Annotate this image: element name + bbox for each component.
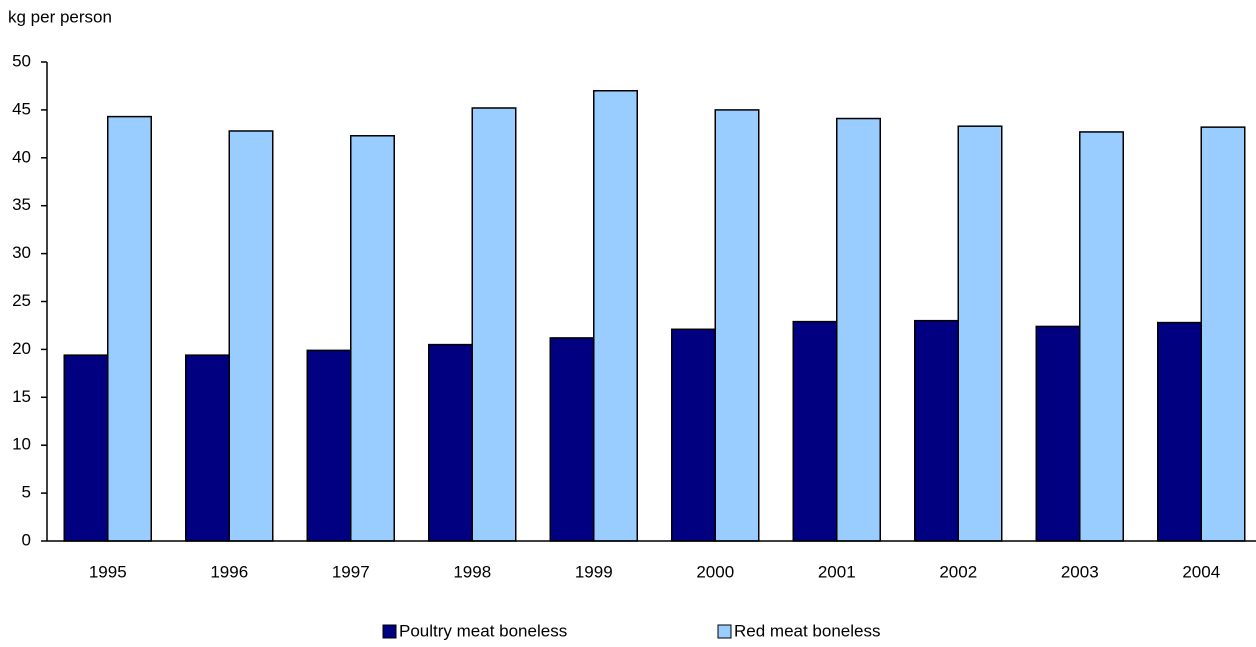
x-tick-label: 2004 [1182,562,1220,581]
y-tick-label: 15 [12,387,31,406]
y-tick-label: 35 [12,195,31,214]
bar [1157,321,1202,542]
bar [1035,325,1081,542]
y-tick-label: 5 [22,483,31,502]
legend-label: Red meat boneless [734,621,880,640]
legend-swatch [717,624,732,639]
bar [593,89,638,542]
y-tick-label: 20 [12,339,31,358]
x-tick-label: 1995 [89,562,127,581]
bar [471,107,517,542]
y-tick-label: 0 [22,530,31,549]
y-tick-label: 25 [12,291,31,310]
bar [350,135,395,542]
bar [228,130,274,542]
bar [428,343,473,542]
bar [714,109,760,542]
x-tick-label: 1996 [210,562,248,581]
x-tick-label: 2001 [818,562,856,581]
y-tick-label: 30 [12,243,31,262]
y-axis-label: kg per person [8,7,112,26]
bar [836,117,881,542]
bar [1079,131,1124,542]
x-tick-label: 2003 [1061,562,1099,581]
bar [306,349,352,542]
bar [671,328,716,542]
bar [107,115,152,542]
bar [63,354,109,542]
legend-swatch [382,624,397,639]
bar [185,354,230,542]
bar [549,337,595,542]
y-tick-label: 45 [12,99,31,118]
x-tick-label: 1998 [453,562,491,581]
bar [957,125,1003,542]
y-tick-label: 50 [12,51,31,70]
y-tick-label: 40 [12,147,31,166]
bar [792,320,838,542]
x-tick-label: 2000 [696,562,734,581]
bar [914,319,959,542]
y-tick-label: 10 [12,435,31,454]
bar [1200,126,1246,542]
x-tick-label: 2002 [939,562,977,581]
x-tick-label: 1999 [575,562,613,581]
x-tick-label: 1997 [332,562,370,581]
legend-label: Poultry meat boneless [399,621,567,640]
